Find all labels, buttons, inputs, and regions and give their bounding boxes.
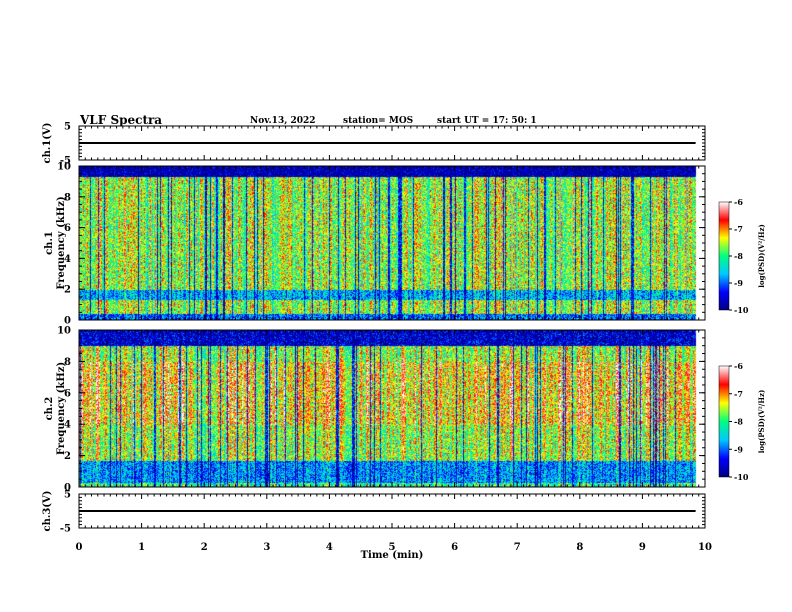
- colorbar: [718, 201, 730, 311]
- y-tick-label: 0: [64, 316, 71, 327]
- spectrogram-image: [79, 166, 705, 320]
- y-axis-label: ch.2Frequency (kHz): [44, 362, 67, 455]
- colorbar-tick-label: -10: [734, 472, 749, 482]
- y-tick-label: 8: [64, 192, 71, 203]
- x-tick-label: 5: [389, 542, 396, 553]
- x-tick-label: 1: [138, 542, 145, 553]
- x-axis-label: Time (min): [361, 550, 424, 561]
- spectrogram-image: [79, 330, 705, 487]
- y-tick-label: 2: [64, 451, 71, 462]
- y-tick-label: 4: [64, 420, 71, 431]
- colorbar-tick-label: -9: [734, 444, 743, 454]
- y-tick-label: 8: [64, 357, 71, 368]
- colorbar-tick-label: -7: [734, 224, 743, 234]
- x-tick-label: 0: [76, 542, 83, 553]
- y-tick-label: 5: [64, 122, 71, 133]
- y-tick-label: 2: [64, 285, 71, 296]
- y-tick-label: 4: [64, 254, 71, 265]
- chart-title: VLF Spectra: [80, 113, 163, 127]
- y-tick-label: 6: [64, 388, 71, 399]
- y-axis-label-line: Frequency (kHz): [56, 362, 67, 455]
- x-tick-label: 10: [698, 542, 712, 553]
- colorbar: [718, 365, 730, 478]
- x-tick-label: 7: [514, 542, 521, 553]
- colorbar-label: log(PSD)(V²/Hz): [757, 224, 766, 288]
- x-tick-label: 2: [201, 542, 208, 553]
- y-tick-label: 10: [57, 162, 71, 173]
- colorbar-tick-label: -6: [734, 197, 743, 207]
- y-tick-label: 0: [64, 483, 71, 494]
- x-tick-label: 3: [263, 542, 270, 553]
- y-axis-label: ch.1Frequency (kHz): [44, 196, 67, 289]
- y-tick-label: 6: [64, 223, 71, 234]
- colorbar-tick-label: -9: [734, 278, 743, 288]
- y-tick-label: -5: [60, 156, 71, 167]
- station-label: station= MOS: [343, 116, 414, 126]
- date-label: Nov.13, 2022: [250, 116, 316, 126]
- x-tick-label: 6: [451, 542, 458, 553]
- start-time-label: start UT = 17: 50: 1: [437, 116, 537, 126]
- y-tick-label: -5: [60, 524, 71, 535]
- y-tick-label: 10: [57, 326, 71, 337]
- x-tick-label: 4: [326, 542, 333, 553]
- y-axis-label: ch.3(V): [42, 490, 53, 531]
- colorbar-tick-label: -7: [734, 389, 743, 399]
- y-axis-label: ch.1(V): [42, 122, 53, 163]
- x-tick-label: 8: [576, 542, 583, 553]
- colorbar-tick-label: -8: [734, 417, 743, 427]
- colorbar-tick-label: -8: [734, 251, 743, 261]
- y-axis-label-line: Frequency (kHz): [56, 196, 67, 289]
- colorbar-label: log(PSD)(V²/Hz): [757, 390, 766, 454]
- y-axis-label-line: ch.1: [44, 231, 55, 255]
- x-tick-label: 9: [639, 542, 646, 553]
- y-tick-label: 5: [64, 490, 71, 501]
- colorbar-tick-label: -10: [734, 305, 749, 315]
- y-axis-label-line: ch.2: [44, 397, 55, 421]
- colorbar-tick-label: -6: [734, 361, 743, 371]
